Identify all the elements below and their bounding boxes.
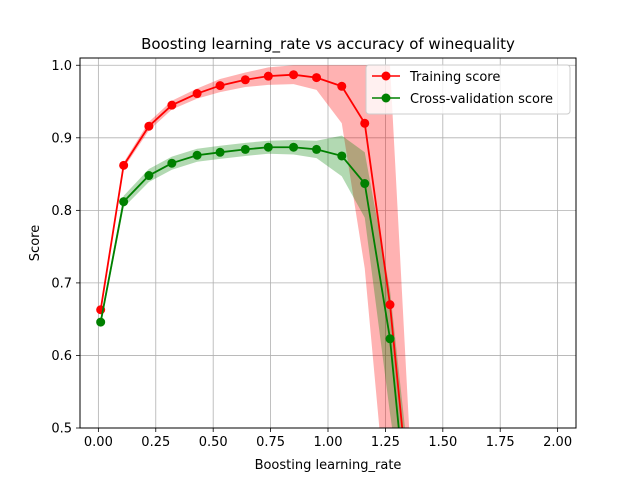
legend-training-marker: [381, 71, 391, 81]
x-tick-label: 2.00: [543, 435, 572, 450]
cv-score-line: [99, 146, 400, 428]
y-tick-label: 0.9: [51, 131, 72, 146]
training-score-point: [192, 89, 202, 99]
training-score-point: [119, 160, 129, 170]
x-tick-label: 1.50: [428, 435, 457, 450]
cv-score-point: [240, 144, 250, 154]
legend-training-label: Training score: [409, 70, 500, 85]
x-tick-label: 0.75: [256, 435, 285, 450]
y-tick-label: 0.7: [51, 276, 72, 291]
training-score-point: [312, 73, 322, 83]
x-axis-label: Boosting learning_rate: [255, 458, 402, 473]
ticks: 0.00 0.25 0.50 0.75 1.00 1.25 1.50 1.75 2.00 0.5 0…: [51, 59, 572, 450]
legend-box: [365, 64, 571, 115]
training-score-line: [99, 73, 404, 428]
cv-score-point: [337, 151, 347, 161]
training-score-point: [240, 75, 250, 85]
cv-score-point: [119, 197, 129, 207]
x-tick-label: 0.25: [141, 435, 170, 450]
cv-score-point: [263, 142, 273, 152]
x-tick-label: 1.25: [371, 435, 400, 450]
legend: Training score Cross-validation score: [365, 64, 571, 115]
training-score-point: [289, 70, 299, 80]
training-score-point: [144, 121, 154, 131]
cv-score-point: [96, 317, 106, 327]
x-tick-label: 0.50: [199, 435, 228, 450]
plot-area: [96, 65, 410, 428]
legend-cv-marker: [381, 93, 391, 103]
x-tick-label: 1.75: [486, 435, 515, 450]
y-tick-label: 0.6: [51, 349, 72, 364]
legend-cv-label: Cross-validation score: [410, 92, 553, 107]
chart-title: Boosting learning_rate vs accuracy of wi…: [141, 35, 515, 54]
cv-score-point: [215, 147, 225, 157]
cv-score-point: [289, 142, 299, 152]
cv-score-point: [167, 158, 177, 168]
cv-score-point: [385, 334, 395, 344]
cv-score-point: [312, 144, 322, 154]
training-score-point: [215, 81, 225, 91]
x-tick-label: 0.00: [84, 435, 113, 450]
training-score-band: [100, 65, 410, 428]
cv-score-point: [360, 179, 370, 189]
training-score-point: [337, 81, 347, 91]
training-score-point: [385, 300, 395, 310]
cv-score-point: [144, 171, 154, 181]
grid: [80, 58, 576, 429]
training-score-point: [167, 100, 177, 110]
y-tick-label: 0.8: [51, 204, 72, 219]
y-tick-label: 1.0: [51, 59, 72, 74]
y-tick-label: 0.5: [51, 422, 72, 437]
y-axis-label: Score: [28, 225, 43, 261]
training-score-point: [360, 118, 370, 128]
x-tick-label: 1.00: [314, 435, 343, 450]
training-score-point: [263, 71, 273, 81]
cv-score-point: [192, 150, 202, 160]
